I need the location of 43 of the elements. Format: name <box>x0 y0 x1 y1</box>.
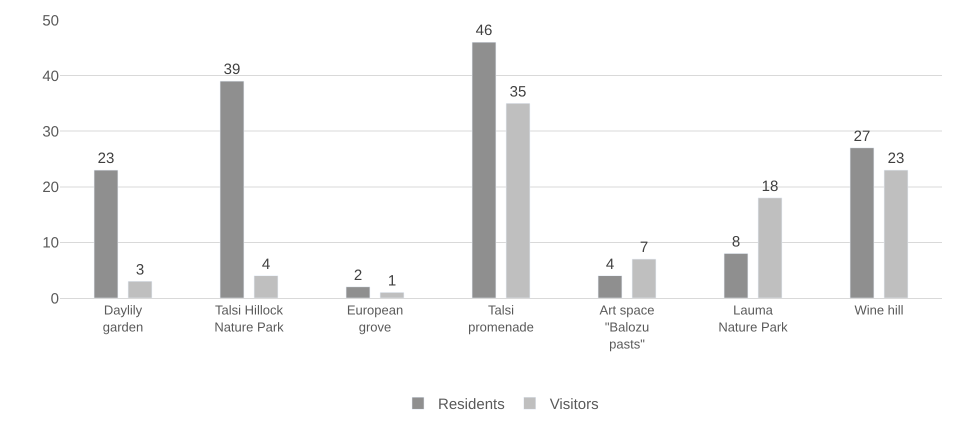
data-label: 4 <box>262 256 270 273</box>
bar <box>724 253 748 298</box>
data-label: 18 <box>762 178 778 195</box>
data-label: 8 <box>732 234 740 251</box>
data-label: 27 <box>854 128 870 145</box>
x-tick-label: Talsi Hillock Nature Park <box>214 302 284 334</box>
bar <box>220 80 244 298</box>
y-tick-label: 40 <box>42 68 59 85</box>
y-tick-label: 30 <box>42 123 59 140</box>
data-label: 23 <box>98 150 114 168</box>
data-label: 35 <box>510 83 526 100</box>
bar <box>598 276 622 298</box>
bar <box>254 276 278 298</box>
y-tick-label: 20 <box>42 179 59 196</box>
x-tick-label: European grove <box>346 302 404 334</box>
bar <box>472 42 496 298</box>
x-tick-label: Art space "Balozu pasts" <box>600 302 654 352</box>
data-label: 3 <box>136 261 144 278</box>
legend-label: Residents <box>438 396 505 414</box>
bar <box>94 170 118 298</box>
data-label: 2 <box>354 266 362 284</box>
bar <box>632 258 656 298</box>
bar <box>346 286 370 298</box>
bar <box>884 170 908 298</box>
y-tick-label: 0 <box>50 290 59 308</box>
data-label: 4 <box>606 256 614 273</box>
legend-label: Visitors <box>550 396 599 414</box>
x-tick-label: Wine hill <box>854 302 904 318</box>
bar <box>380 292 404 298</box>
x-tick-label: Talsi promenade <box>468 302 534 334</box>
bar <box>128 281 152 298</box>
data-label: 23 <box>888 150 904 168</box>
data-label: 46 <box>476 22 492 40</box>
data-label: 7 <box>640 239 648 256</box>
bar <box>850 148 874 298</box>
x-tick-label: Daylily garden <box>102 302 144 334</box>
x-tick-label: Lauma Nature Park <box>718 302 788 334</box>
y-tick-label: 10 <box>42 234 59 252</box>
bar <box>506 103 530 298</box>
data-label: 1 <box>388 272 396 290</box>
bar <box>758 198 782 298</box>
data-label: 39 <box>224 61 240 78</box>
y-tick-label: 50 <box>42 12 59 30</box>
